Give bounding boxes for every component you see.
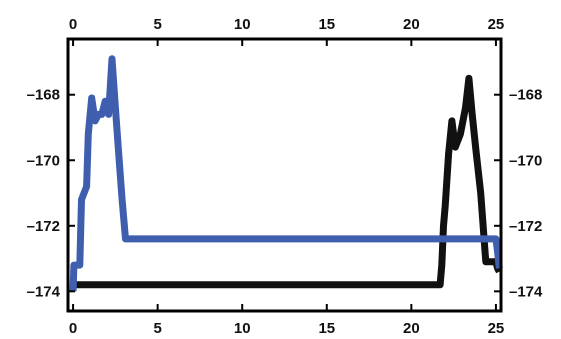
x-tick-label-bottom: 0 [69,320,77,337]
x-tick-label-top: 25 [488,16,505,33]
y-tick-label-right: –174 [509,283,543,300]
x-tick-label-bottom: 5 [153,320,161,337]
y-tick-label-left: –168 [27,87,60,104]
x-tick-label-top: 0 [69,16,77,33]
x-tick-label-bottom: 20 [403,320,420,337]
series-line-1 [73,74,503,289]
x-tick-label-bottom: 25 [488,320,505,337]
y-tick-label-left: –174 [27,283,61,300]
x-tick-label-top: 15 [318,16,335,33]
x-tick-label-top: 5 [153,16,161,33]
y-tick-label-right: –170 [509,152,542,169]
y-tick-label-right: –172 [509,218,542,235]
plot-frame [66,37,503,313]
y-tick-label-right: –168 [509,87,542,104]
series-layer [69,55,503,292]
x-tick-label-bottom: 15 [318,320,335,337]
y-tick-label-left: –172 [27,218,60,235]
x-tick-label-top: 20 [403,16,420,33]
series-line-2 [69,55,503,292]
tick-label-layer: 0 0 5 5 10 10 15 15 20 20 25 25 –174 –174 –172 –172 –170… [27,16,543,337]
x-tick-label-bottom: 10 [234,320,251,337]
tick-layer [68,39,501,311]
x-tick-label-top: 10 [234,16,251,33]
y-tick-label-left: –170 [27,152,60,169]
